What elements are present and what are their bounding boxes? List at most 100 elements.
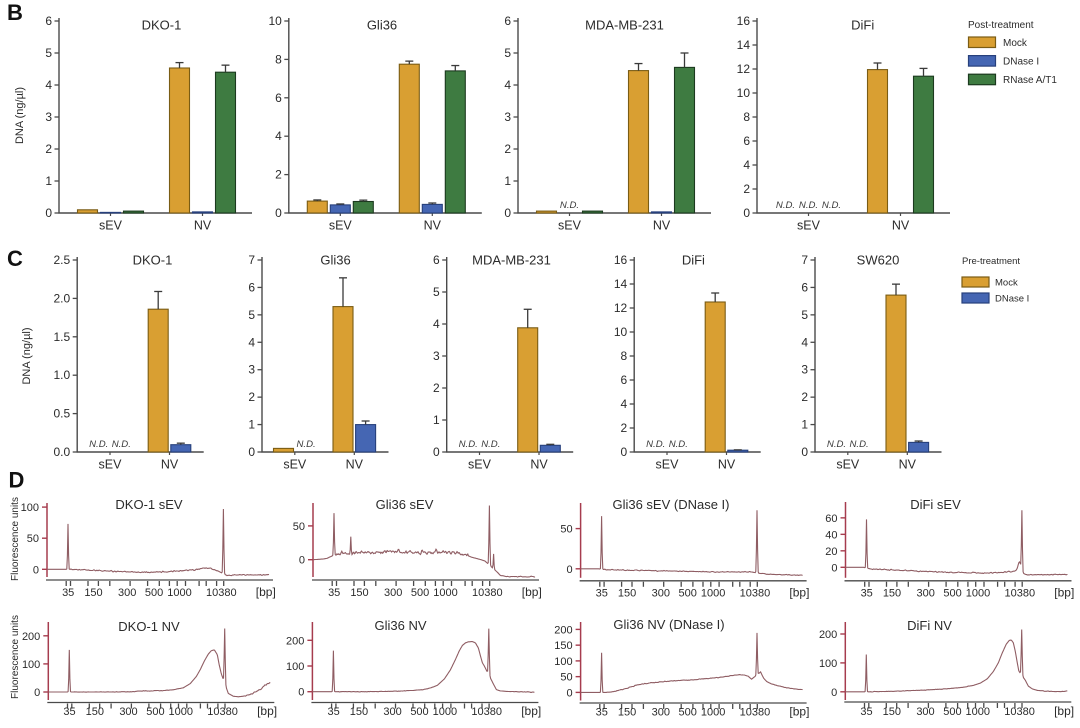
svg-text:NV: NV <box>530 458 548 472</box>
svg-text:100: 100 <box>22 659 40 671</box>
svg-text:300: 300 <box>383 706 401 718</box>
svg-text:60: 60 <box>825 513 837 525</box>
svg-text:35: 35 <box>62 587 74 599</box>
svg-text:300: 300 <box>119 706 137 718</box>
svg-text:sEV: sEV <box>797 219 821 233</box>
svg-text:N.D.: N.D. <box>297 439 316 450</box>
svg-text:4: 4 <box>248 335 255 349</box>
svg-text:1: 1 <box>248 418 255 432</box>
svg-text:[bp]: [bp] <box>1054 704 1074 718</box>
svg-text:NV: NV <box>892 219 910 233</box>
svg-text:NV: NV <box>346 458 364 472</box>
svg-text:14: 14 <box>737 38 751 52</box>
svg-text:5: 5 <box>504 46 511 60</box>
svg-text:1: 1 <box>45 174 52 188</box>
svg-text:Mock: Mock <box>1003 38 1028 49</box>
svg-text:N.D.: N.D. <box>459 439 478 450</box>
svg-text:300: 300 <box>652 707 670 719</box>
svg-text:150: 150 <box>350 706 368 718</box>
svg-text:10380: 10380 <box>1004 706 1035 718</box>
svg-text:500: 500 <box>679 588 697 600</box>
svg-text:3: 3 <box>248 363 255 377</box>
svg-text:10380: 10380 <box>472 587 503 599</box>
svg-text:16: 16 <box>614 253 628 267</box>
svg-text:N.D.: N.D. <box>112 439 131 450</box>
svg-text:500: 500 <box>146 706 164 718</box>
svg-text:50: 50 <box>560 672 572 684</box>
svg-text:1000: 1000 <box>433 706 457 718</box>
svg-text:4: 4 <box>504 78 511 92</box>
svg-text:150: 150 <box>618 707 636 719</box>
svg-text:DiFi sEV: DiFi sEV <box>910 497 961 512</box>
svg-text:RNase A/T1: RNase A/T1 <box>1003 75 1057 86</box>
svg-text:[bp]: [bp] <box>789 705 809 719</box>
svg-text:4: 4 <box>621 397 628 411</box>
svg-text:1.5: 1.5 <box>54 330 71 344</box>
svg-text:MDA-MB-231: MDA-MB-231 <box>585 18 664 33</box>
svg-text:DKO-1 sEV: DKO-1 sEV <box>115 497 183 512</box>
svg-text:3: 3 <box>801 363 808 377</box>
svg-text:DNA (ng/µl): DNA (ng/µl) <box>21 327 33 384</box>
svg-text:5: 5 <box>45 46 52 60</box>
svg-text:Gli36 NV (DNase I): Gli36 NV (DNase I) <box>613 617 724 632</box>
svg-text:40: 40 <box>825 529 837 541</box>
svg-text:10: 10 <box>614 325 628 339</box>
svg-text:N.D.: N.D. <box>799 200 818 211</box>
svg-text:150: 150 <box>350 587 368 599</box>
svg-text:200: 200 <box>819 629 837 641</box>
svg-text:N.D.: N.D. <box>560 200 579 211</box>
svg-text:0: 0 <box>831 687 837 699</box>
svg-text:0: 0 <box>566 564 572 576</box>
svg-text:DKO-1 NV: DKO-1 NV <box>118 619 180 634</box>
svg-text:35: 35 <box>327 706 339 718</box>
svg-text:6: 6 <box>621 373 628 387</box>
svg-text:0: 0 <box>566 687 572 699</box>
svg-text:6: 6 <box>801 280 808 294</box>
svg-text:4: 4 <box>45 78 52 92</box>
svg-text:2: 2 <box>504 142 511 156</box>
svg-text:1000: 1000 <box>167 587 191 599</box>
svg-text:Gli36 NV: Gli36 NV <box>374 618 426 633</box>
svg-text:2: 2 <box>275 168 282 182</box>
svg-text:D: D <box>9 468 25 493</box>
svg-text:2: 2 <box>743 182 750 196</box>
svg-text:DKO-1: DKO-1 <box>133 253 173 268</box>
svg-text:2.0: 2.0 <box>54 291 71 305</box>
svg-text:500: 500 <box>145 587 163 599</box>
svg-text:Gli36 sEV (DNase I): Gli36 sEV (DNase I) <box>612 497 729 512</box>
svg-text:0: 0 <box>45 206 52 220</box>
svg-text:14: 14 <box>614 277 628 291</box>
svg-text:200: 200 <box>286 635 304 647</box>
svg-text:300: 300 <box>118 587 136 599</box>
svg-text:3: 3 <box>433 349 440 363</box>
svg-text:150: 150 <box>883 588 901 600</box>
svg-text:sEV: sEV <box>99 458 123 472</box>
svg-text:sEV: sEV <box>283 458 307 472</box>
svg-text:300: 300 <box>916 706 934 718</box>
svg-text:10380: 10380 <box>207 706 238 718</box>
svg-text:1000: 1000 <box>701 588 725 600</box>
svg-text:6: 6 <box>743 134 750 148</box>
svg-text:0: 0 <box>275 206 282 220</box>
svg-text:150: 150 <box>554 640 572 652</box>
svg-text:0: 0 <box>33 564 39 576</box>
svg-text:4: 4 <box>801 335 808 349</box>
svg-text:2: 2 <box>801 390 808 404</box>
svg-text:4: 4 <box>433 317 440 331</box>
svg-text:DNA (ng/µl): DNA (ng/µl) <box>14 87 26 144</box>
svg-text:Gli36: Gli36 <box>367 18 397 33</box>
svg-text:sEV: sEV <box>558 219 582 233</box>
svg-text:10380: 10380 <box>206 587 237 599</box>
svg-text:[bp]: [bp] <box>521 704 541 718</box>
svg-text:NV: NV <box>424 219 442 233</box>
svg-text:N.D.: N.D. <box>827 439 846 450</box>
svg-text:10380: 10380 <box>471 706 502 718</box>
svg-text:3: 3 <box>504 110 511 124</box>
svg-text:0.0: 0.0 <box>54 445 71 459</box>
svg-text:DiFi NV: DiFi NV <box>907 618 952 633</box>
svg-text:10: 10 <box>737 86 751 100</box>
svg-text:8: 8 <box>743 110 750 124</box>
svg-text:0: 0 <box>621 445 628 459</box>
svg-text:6: 6 <box>433 253 440 267</box>
svg-text:300: 300 <box>917 588 935 600</box>
